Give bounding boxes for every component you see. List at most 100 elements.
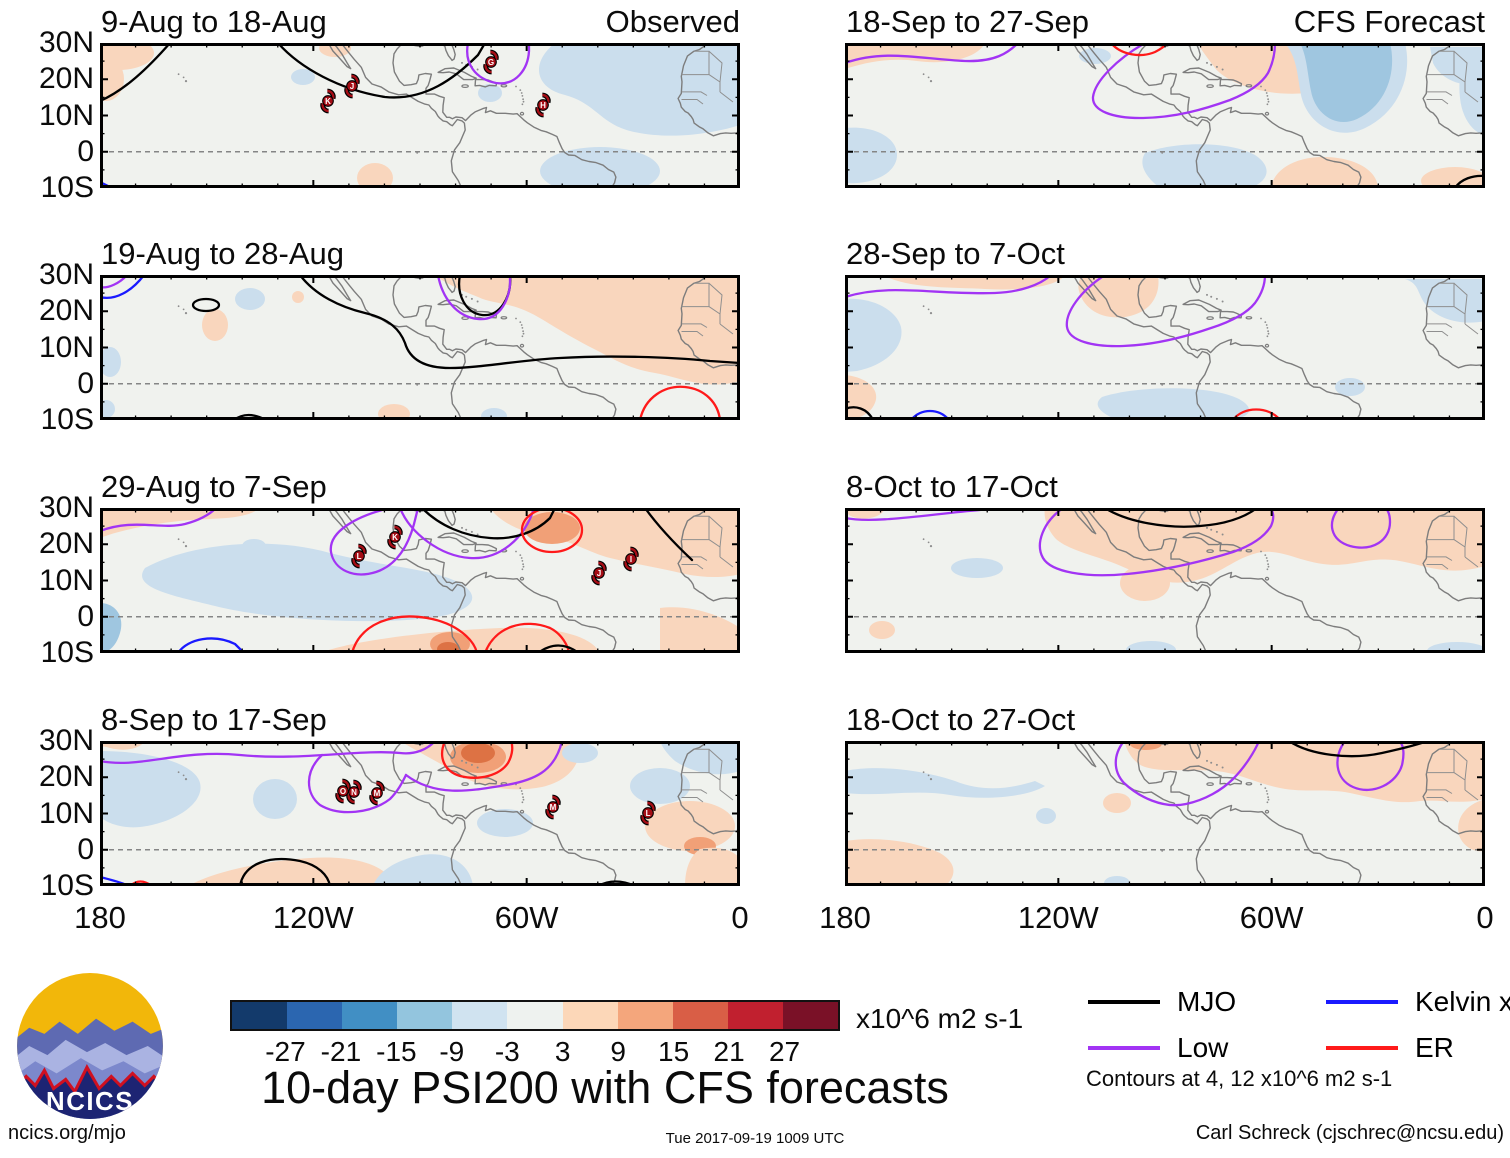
y-axis-label: 10N [38, 796, 94, 830]
legend-label: Kelvin x2 [1415, 986, 1510, 1017]
y-axis-label: 0 [77, 366, 94, 400]
svg-text:K: K [392, 533, 398, 542]
colorbar-segment [617, 1002, 673, 1029]
x-axis-label: 120W [272, 900, 354, 935]
footer-timestamp: Tue 2017-09-19 1009 UTC [665, 1130, 845, 1147]
colorbar-segment [397, 1002, 453, 1029]
panel-obs-4: 8-Sep to 17-Sep [100, 703, 740, 886]
map-obs-4: O N M M L [100, 741, 740, 886]
hurricane-icon: G [486, 52, 497, 72]
x-axis-label: 0 [1476, 900, 1494, 935]
svg-text:L: L [646, 809, 651, 818]
colorbar-tick-label: 21 [713, 1036, 745, 1067]
map-fcst-1 [845, 43, 1485, 188]
contours [100, 508, 694, 653]
colorbar-tick-label: -15 [376, 1036, 417, 1067]
map-obs-3: L K J I [100, 508, 740, 653]
ncics-logo: NCICS [17, 973, 163, 1119]
colorbar-tick-label: 27 [768, 1036, 801, 1067]
panel-title: 19-Aug to 28-Aug [101, 236, 345, 271]
legend-item: ER [1326, 1032, 1510, 1064]
colorbar-segment [452, 1002, 508, 1029]
svg-text:L: L [357, 552, 362, 561]
shading [100, 508, 740, 653]
y-axis-label: 30N [38, 26, 94, 59]
y-axis-label: 30N [38, 491, 94, 524]
legend-line-swatch [1088, 1000, 1160, 1004]
colorbar-segment [782, 1002, 839, 1029]
colorbar-units: x10^6 m2 s-1 [856, 1003, 1024, 1034]
contour-note: Contours at 4, 12 x10^6 m2 s-1 [1086, 1066, 1393, 1091]
hurricane-icon: J [347, 76, 358, 96]
hurricane-icon: K [323, 91, 334, 111]
colorbar-tick-label: -27 [265, 1036, 306, 1067]
legend-line-swatch [1326, 1046, 1398, 1050]
colorbar-segment [672, 1002, 728, 1029]
map-fcst-3 [845, 508, 1485, 653]
panel-obs-1: 9-Aug to 18-Aug Observed K J G [100, 5, 740, 188]
svg-text:O: O [340, 787, 346, 796]
map-obs-1: K J G H [100, 43, 740, 188]
legend-label: MJO [1177, 986, 1237, 1017]
x-axis-label: 180 [74, 900, 126, 935]
map-fcst-4 [845, 741, 1485, 886]
svg-text:N: N [351, 788, 357, 797]
logo-text: NCICS [46, 1088, 134, 1116]
contours [845, 43, 1485, 188]
panel-title: 8-Sep to 17-Sep [101, 702, 327, 737]
x-axis-label: 0 [731, 900, 749, 935]
legend-item: Kelvin x2 [1326, 986, 1510, 1018]
map-fcst-2 [845, 275, 1485, 420]
panel-fcst-2: 28-Sep to 7-Oct [845, 237, 1485, 420]
panel-title: 18-Sep to 27-Sep [846, 4, 1090, 39]
y-axis-label: 10S [40, 869, 94, 902]
svg-text:M: M [550, 803, 557, 812]
footer-site-link: ncics.org/mjo [8, 1122, 126, 1144]
colorbar [230, 1000, 840, 1031]
x-axis-label: 60W [1239, 900, 1304, 935]
hurricane-icon: K [390, 527, 401, 547]
legend-label: Low [1177, 1032, 1229, 1063]
svg-text:M: M [374, 789, 381, 798]
panel-fcst-3: 8-Oct to 17-Oct [845, 470, 1485, 653]
svg-text:K: K [325, 97, 331, 106]
legend-line-swatch [1326, 1000, 1398, 1004]
y-axis-label: 0 [77, 599, 94, 633]
map-obs-2 [100, 275, 740, 420]
column-header-forecast: CFS Forecast [1293, 4, 1485, 39]
colorbar-tick-label: -21 [320, 1036, 362, 1067]
figure-title: 10-day PSI200 with CFS forecasts [261, 1062, 949, 1113]
colorbar-tick-label: -9 [439, 1036, 465, 1067]
contours [100, 43, 531, 188]
y-axis-label: 0 [77, 134, 94, 168]
colorbar-segment [232, 1002, 288, 1029]
hurricane-icon: O [338, 781, 349, 801]
y-axis-label: 20N [38, 62, 94, 96]
colorbar-tick-label: 9 [610, 1036, 626, 1067]
panel-fcst-4: 18-Oct to 27-Oct [845, 703, 1485, 886]
hurricane-icon: M [548, 797, 559, 817]
legend-line-swatch [1088, 1046, 1160, 1050]
colorbar-tick-label: 3 [554, 1036, 571, 1067]
y-axis-label: 10S [40, 171, 94, 204]
svg-text:G: G [488, 58, 494, 67]
y-axis-label: 0 [77, 832, 94, 866]
panel-obs-2: 19-Aug to 28-Aug [100, 237, 740, 420]
hurricane-icon: M [372, 783, 383, 803]
y-axis-label: 10N [38, 330, 94, 364]
shading [845, 508, 1485, 653]
y-axis-label: 20N [38, 527, 94, 561]
svg-text:H: H [540, 101, 546, 110]
hurricane-icon: I [626, 549, 637, 569]
shading [845, 43, 1485, 188]
x-axis-label: 60W [494, 900, 559, 935]
y-axis-label: 30N [38, 258, 94, 291]
colorbar-segment [342, 1002, 398, 1029]
panel-obs-3: 29-Aug to 7-Sep [100, 470, 740, 653]
y-axis-label: 10N [38, 98, 94, 132]
panel-title: 9-Aug to 18-Aug [101, 4, 327, 39]
svg-text:J: J [597, 569, 601, 578]
legend-item: MJO [1088, 986, 1326, 1018]
x-axis-label: 120W [1017, 900, 1099, 935]
